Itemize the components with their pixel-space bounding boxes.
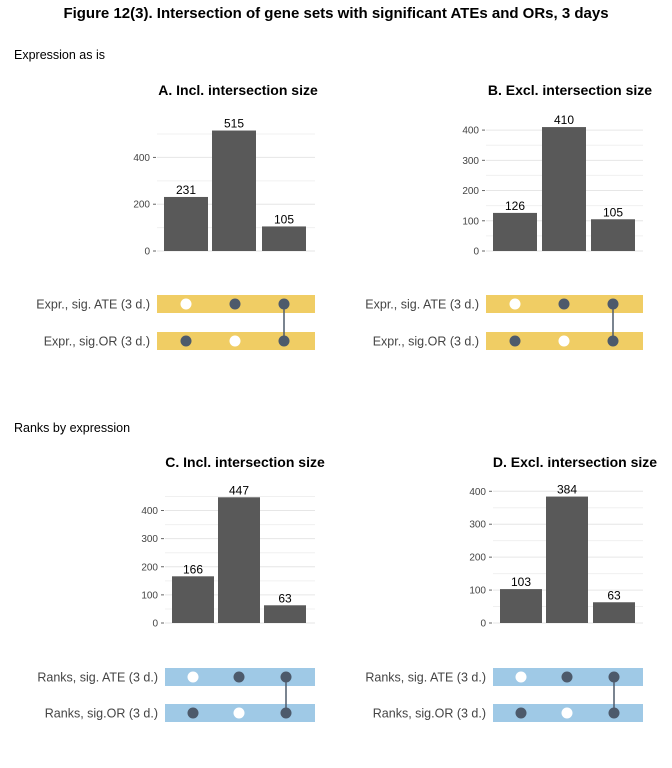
bar-value-label: 410 — [554, 113, 574, 127]
y-tick-label: 400 — [133, 153, 150, 164]
bar-value-label: 515 — [224, 117, 244, 131]
bar-value-label: 63 — [607, 588, 621, 602]
matrix-dot-active — [233, 671, 245, 683]
bar — [546, 496, 588, 623]
y-tick-label: 200 — [141, 562, 158, 573]
bar — [164, 196, 208, 251]
y-tick-label: 0 — [152, 619, 158, 630]
figure-title: Figure 12(3). Intersection of gene sets … — [63, 5, 608, 22]
bar — [262, 226, 306, 251]
bar — [264, 605, 306, 623]
set-label: Expr., sig.OR (3 d.) — [373, 335, 479, 349]
panel-title: B. Excl. intersection size — [488, 82, 652, 98]
matrix-dot-active — [187, 707, 199, 719]
set-label: Expr., sig. ATE (3 d.) — [36, 298, 150, 312]
matrix-dot-active — [558, 298, 570, 310]
y-tick-label: 400 — [469, 487, 486, 498]
panel-d: D. Excl. intersection size 0 100 200 300 400 1… — [365, 454, 657, 722]
matrix-dot-active — [607, 335, 619, 347]
matrix-dot-inactive — [515, 671, 527, 683]
section-title-expression: Expression as is — [14, 48, 105, 62]
bar-value-label: 166 — [183, 562, 203, 576]
matrix-dot-active — [608, 671, 620, 683]
set-label: Ranks, sig. ATE (3 d.) — [37, 671, 158, 685]
set-label: Ranks, sig. ATE (3 d.) — [365, 671, 486, 685]
matrix-dot-active — [180, 335, 192, 347]
matrix-dot-inactive — [558, 335, 570, 347]
y-tick-label: 100 — [469, 586, 486, 597]
set-label: Ranks, sig.OR (3 d.) — [45, 707, 158, 721]
y-tick-label: 100 — [462, 216, 479, 227]
set-label: Expr., sig. ATE (3 d.) — [365, 298, 479, 312]
bar-value-label: 384 — [557, 483, 577, 497]
matrix-dot-inactive — [180, 298, 192, 310]
matrix-dot-active — [509, 335, 521, 347]
y-tick-label: 100 — [141, 590, 158, 601]
y-tick-label: 300 — [462, 156, 479, 167]
bar-value-label: 63 — [278, 591, 292, 605]
bar — [172, 576, 214, 623]
bar — [493, 212, 537, 251]
panel-c: C. Incl. intersection size 0 100 200 300 400 1… — [37, 454, 325, 722]
matrix-dot-inactive — [509, 298, 521, 310]
bar-value-label: 105 — [603, 205, 623, 219]
bar-value-label: 103 — [511, 575, 531, 589]
matrix-dot-inactive — [233, 707, 245, 719]
bar-value-label: 231 — [176, 183, 196, 197]
bar — [218, 497, 260, 623]
y-tick-label: 0 — [480, 619, 486, 630]
bar — [212, 130, 256, 251]
matrix-dot-active — [607, 298, 619, 310]
matrix-dot-active — [561, 671, 573, 683]
bar — [500, 589, 542, 623]
set-label: Expr., sig.OR (3 d.) — [44, 335, 150, 349]
y-tick-label: 200 — [469, 553, 486, 564]
panel-title: A. Incl. intersection size — [158, 82, 318, 98]
matrix-dot-inactive — [229, 335, 241, 347]
set-label: Ranks, sig.OR (3 d.) — [373, 707, 486, 721]
bar — [542, 127, 586, 251]
bar-value-label: 447 — [229, 483, 249, 497]
y-tick-label: 400 — [462, 126, 479, 137]
matrix-dot-active — [608, 707, 620, 719]
matrix-dot-active — [278, 335, 290, 347]
y-tick-label: 0 — [144, 247, 150, 258]
bar — [593, 602, 635, 623]
bar-value-label: 105 — [274, 212, 294, 226]
bar — [591, 219, 635, 251]
panel-b: B. Excl. intersection size 0 100 200 300 400 1… — [365, 82, 652, 350]
matrix-dot-active — [278, 298, 290, 310]
y-tick-label: 200 — [462, 186, 479, 197]
panel-a: A. Incl. intersection size 0 200 400 231 515 1… — [36, 82, 318, 350]
y-tick-label: 0 — [473, 247, 479, 258]
matrix-dot-inactive — [561, 707, 573, 719]
matrix-dot-active — [515, 707, 527, 719]
bar-value-label: 126 — [505, 199, 525, 213]
matrix-dot-active — [280, 671, 292, 683]
panel-title: D. Excl. intersection size — [493, 454, 657, 470]
matrix-dot-active — [280, 707, 292, 719]
matrix-dot-active — [229, 298, 241, 310]
y-tick-label: 200 — [133, 200, 150, 211]
panel-title: C. Incl. intersection size — [165, 454, 325, 470]
matrix-dot-inactive — [187, 671, 199, 683]
section-title-ranks: Ranks by expression — [14, 421, 130, 435]
y-tick-label: 300 — [141, 534, 158, 545]
y-tick-label: 400 — [141, 506, 158, 517]
y-tick-label: 300 — [469, 520, 486, 531]
